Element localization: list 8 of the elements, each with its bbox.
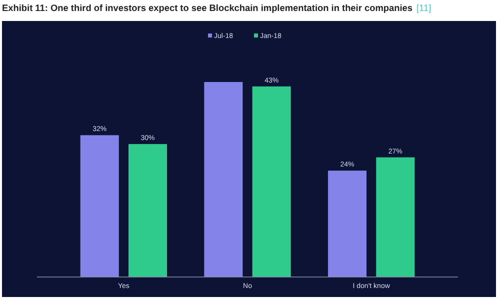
- text: [11]: [416, 3, 432, 13]
- bar: [252, 86, 291, 277]
- bar: [376, 157, 415, 277]
- bar: [328, 170, 367, 277]
- bar: [204, 82, 243, 277]
- chart-title: Exhibit 11: One third of investors expect to see Blockchain implementation in their companies: [2, 3, 412, 13]
- bar: [128, 144, 168, 277]
- bar: [80, 135, 119, 277]
